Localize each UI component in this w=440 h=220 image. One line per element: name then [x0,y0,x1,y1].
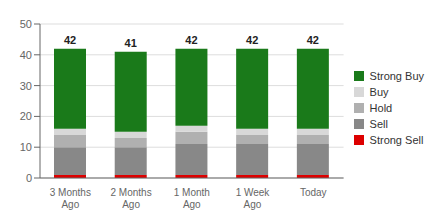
html-text:Strong Sell: Strong Sell [369,134,424,146]
svg-text:20: 20 [20,110,32,122]
svg-text:1 WeekAgo: 1 WeekAgo [236,187,271,210]
svg-text:10: 10 [20,141,32,153]
svg-text:2 MonthsAgo: 2 MonthsAgo [111,187,152,210]
svg-text:Today: Today [300,187,327,198]
svg-text:40: 40 [20,49,32,61]
svg-text:50: 50 [20,18,32,30]
svg-text:30: 30 [20,80,32,92]
svg-text:42: 42 [307,34,319,46]
svg-text:42: 42 [246,34,258,46]
svg-text:41: 41 [125,37,137,49]
html-text:Sell: Sell [369,118,388,130]
html-text:Buy: Buy [369,86,389,98]
html-text:Strong Buy: Strong Buy [369,70,424,82]
svg-text:0: 0 [26,172,32,184]
svg-text:42: 42 [64,34,76,46]
html-text:Hold: Hold [369,102,393,114]
svg-text:1 MonthAgo: 1 MonthAgo [174,187,210,210]
svg-text:42: 42 [185,34,197,46]
svg-text:3 MonthsAgo: 3 MonthsAgo [50,187,91,210]
